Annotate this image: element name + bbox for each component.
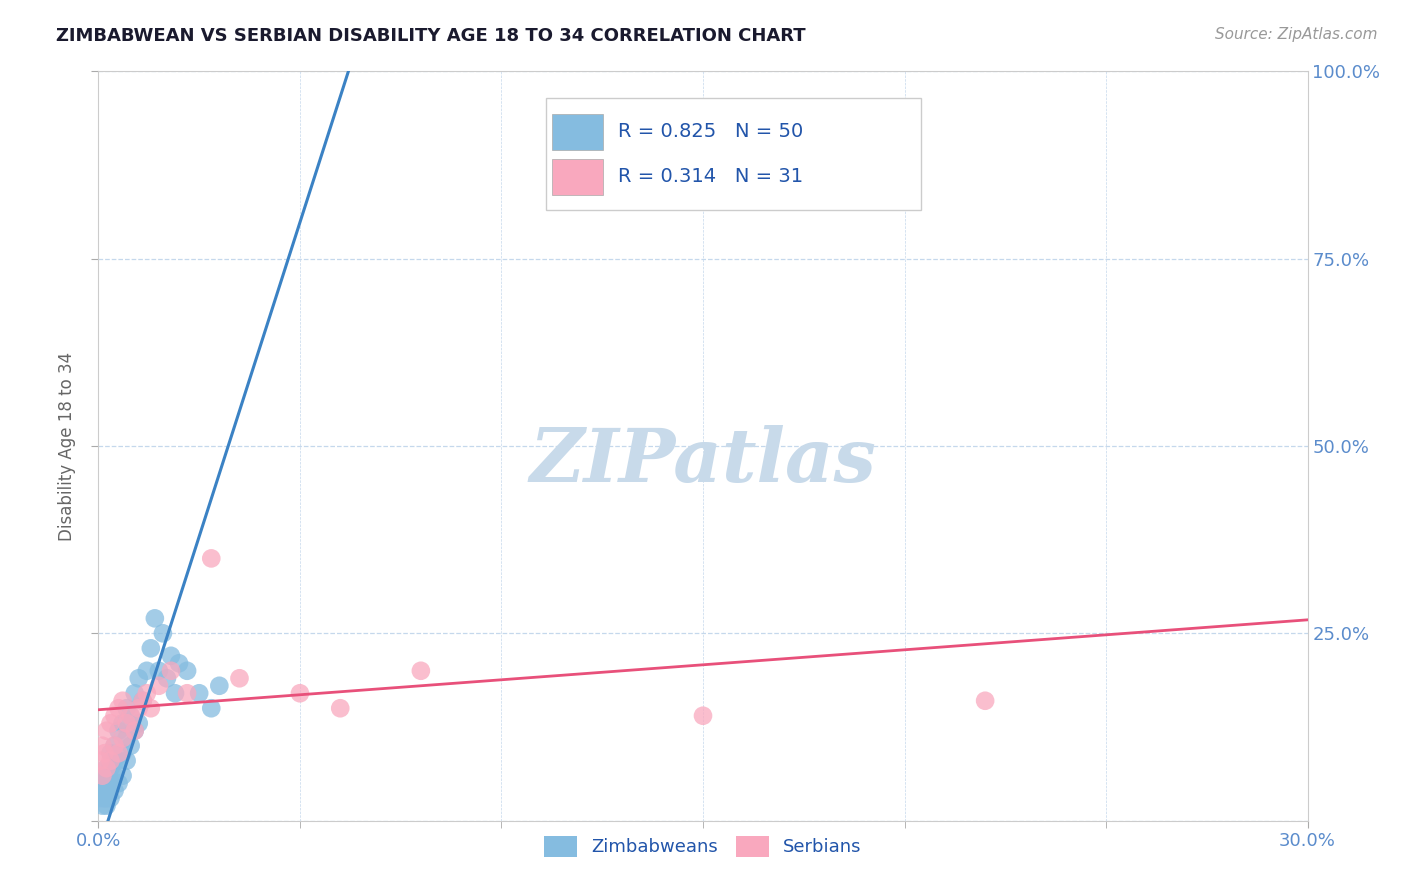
Point (115, 701, 138, 715)
Point (89, 754, 111, 768)
Point (107, 723, 129, 738)
Point (93, 746, 115, 760)
Point (100, 776, 122, 790)
Point (111, 731, 134, 746)
Text: Source: ZipAtlas.com: Source: ZipAtlas.com (1215, 27, 1378, 42)
Text: ZIMBABWEAN VS SERBIAN DISABILITY AGE 18 TO 34 CORRELATION CHART: ZIMBABWEAN VS SERBIAN DISABILITY AGE 18 … (56, 27, 806, 45)
Point (111, 694, 134, 708)
Point (107, 701, 129, 715)
Point (132, 694, 155, 708)
FancyBboxPatch shape (546, 97, 921, 210)
Point (91, 798, 114, 813)
Point (93, 791, 115, 805)
Point (139, 701, 162, 715)
Point (200, 701, 222, 715)
FancyBboxPatch shape (551, 159, 603, 195)
Point (167, 657, 190, 671)
Point (176, 664, 198, 678)
Point (135, 686, 157, 700)
Point (115, 716, 138, 731)
Point (96, 761, 118, 775)
Point (120, 739, 142, 753)
Point (156, 671, 179, 685)
Point (103, 769, 125, 783)
Point (103, 783, 125, 797)
Text: R = 0.825   N = 50: R = 0.825 N = 50 (619, 122, 804, 141)
Point (100, 754, 122, 768)
Point (974, 694, 997, 708)
Y-axis label: Disability Age 18 to 34: Disability Age 18 to 34 (58, 351, 76, 541)
Point (288, 686, 311, 700)
Point (329, 701, 352, 715)
Point (120, 708, 142, 723)
Point (128, 716, 150, 731)
Point (160, 648, 183, 663)
Point (120, 708, 142, 723)
Point (100, 791, 122, 805)
Point (124, 686, 146, 700)
Point (91, 739, 114, 753)
Point (91, 776, 114, 790)
Text: ZIPatlas: ZIPatlas (530, 425, 876, 497)
Point (115, 754, 138, 768)
Point (103, 708, 125, 723)
Point (100, 716, 122, 731)
Text: R = 0.314   N = 31: R = 0.314 N = 31 (619, 167, 803, 186)
Point (111, 746, 134, 760)
Point (97, 783, 120, 797)
Point (91, 769, 114, 783)
Point (148, 664, 170, 678)
Point (96, 783, 118, 797)
Point (96, 791, 118, 805)
Point (692, 708, 714, 723)
Legend: Zimbabweans, Serbians: Zimbabweans, Serbians (537, 829, 869, 864)
Point (96, 723, 118, 738)
Point (100, 746, 122, 760)
Point (148, 679, 170, 693)
Point (107, 776, 129, 790)
Point (163, 686, 186, 700)
Point (409, 664, 432, 678)
FancyBboxPatch shape (551, 114, 603, 150)
Point (89, 791, 111, 805)
Point (107, 746, 129, 760)
Point (103, 754, 125, 768)
Point (176, 686, 198, 700)
Point (124, 723, 146, 738)
Point (97, 769, 120, 783)
Point (200, 551, 222, 566)
Point (107, 754, 129, 768)
Point (135, 664, 157, 678)
Point (228, 671, 250, 685)
Point (103, 739, 125, 753)
Point (93, 769, 115, 783)
Point (208, 679, 231, 693)
Point (96, 761, 118, 775)
Point (188, 686, 211, 700)
Point (100, 761, 122, 775)
Point (128, 671, 150, 685)
Point (111, 716, 134, 731)
Point (152, 626, 174, 640)
Point (115, 731, 138, 746)
Point (124, 723, 146, 738)
Point (111, 769, 134, 783)
Point (132, 694, 155, 708)
Point (96, 798, 118, 813)
Point (91, 783, 114, 797)
Point (103, 739, 125, 753)
Point (143, 611, 166, 625)
Point (160, 664, 183, 678)
Point (139, 641, 162, 656)
Point (96, 776, 118, 790)
Point (128, 701, 150, 715)
